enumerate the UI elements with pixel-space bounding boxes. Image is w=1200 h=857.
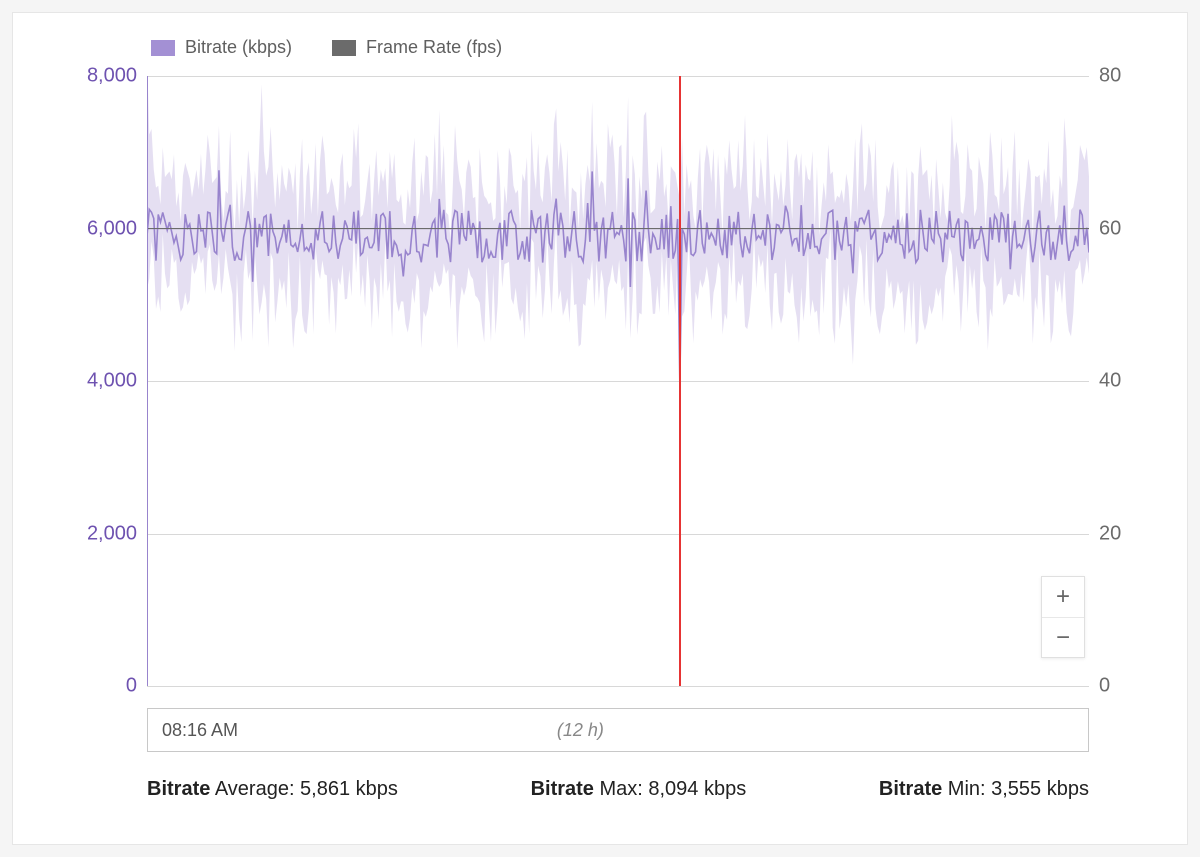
gridline <box>147 686 1089 687</box>
zoom-out-button[interactable]: − <box>1042 617 1084 657</box>
y-right-tick-label: 60 <box>1099 217 1159 240</box>
y-left-tick-label: 2,000 <box>41 522 137 545</box>
y-left-tick-label: 0 <box>41 675 137 698</box>
timeline-start-label: 08:16 AM <box>162 720 238 741</box>
y-axis-right: 020406080 <box>1099 76 1159 686</box>
plot-area[interactable]: + − <box>147 76 1089 686</box>
chart: 02,0004,0006,0008,000 020406080 + − <box>41 76 1159 686</box>
y-right-tick-label: 40 <box>1099 370 1159 393</box>
bitrate-band <box>147 76 1089 415</box>
stat-average: Bitrate Average: 5,861 kbps <box>147 778 398 801</box>
y-left-tick-label: 8,000 <box>41 65 137 88</box>
stat-max: Bitrate Max: 8,094 kbps <box>531 778 747 801</box>
zoom-controls: + − <box>1041 576 1085 658</box>
y-right-tick-label: 0 <box>1099 675 1159 698</box>
y-left-tick-label: 6,000 <box>41 217 137 240</box>
y-right-tick-label: 20 <box>1099 522 1159 545</box>
legend-swatch-bitrate <box>151 40 175 56</box>
legend: Bitrate (kbps) Frame Rate (fps) <box>151 37 1159 58</box>
timeline-duration-label: (12 h) <box>557 720 604 741</box>
y-axis-left: 02,0004,0006,0008,000 <box>41 76 137 686</box>
legend-item-bitrate: Bitrate (kbps) <box>151 37 292 58</box>
y-right-tick-label: 80 <box>1099 65 1159 88</box>
stats-row: Bitrate Average: 5,861 kbps Bitrate Max:… <box>147 778 1089 801</box>
legend-label-bitrate: Bitrate (kbps) <box>185 37 292 58</box>
stream-stats-panel: Bitrate (kbps) Frame Rate (fps) 0 2,000 4,… <box>12 12 1188 845</box>
legend-item-framerate: Frame Rate (fps) <box>332 37 502 58</box>
legend-label-framerate: Frame Rate (fps) <box>366 37 502 58</box>
legend-swatch-framerate <box>332 40 356 56</box>
y-left-tick-label: 4,000 <box>41 370 137 393</box>
playhead-cursor[interactable] <box>679 76 681 686</box>
zoom-in-button[interactable]: + <box>1042 577 1084 617</box>
stat-min: Bitrate Min: 3,555 kbps <box>879 778 1089 801</box>
timeline-bar[interactable]: 08:16 AM (12 h) <box>147 708 1089 752</box>
series-svg <box>147 76 1089 686</box>
